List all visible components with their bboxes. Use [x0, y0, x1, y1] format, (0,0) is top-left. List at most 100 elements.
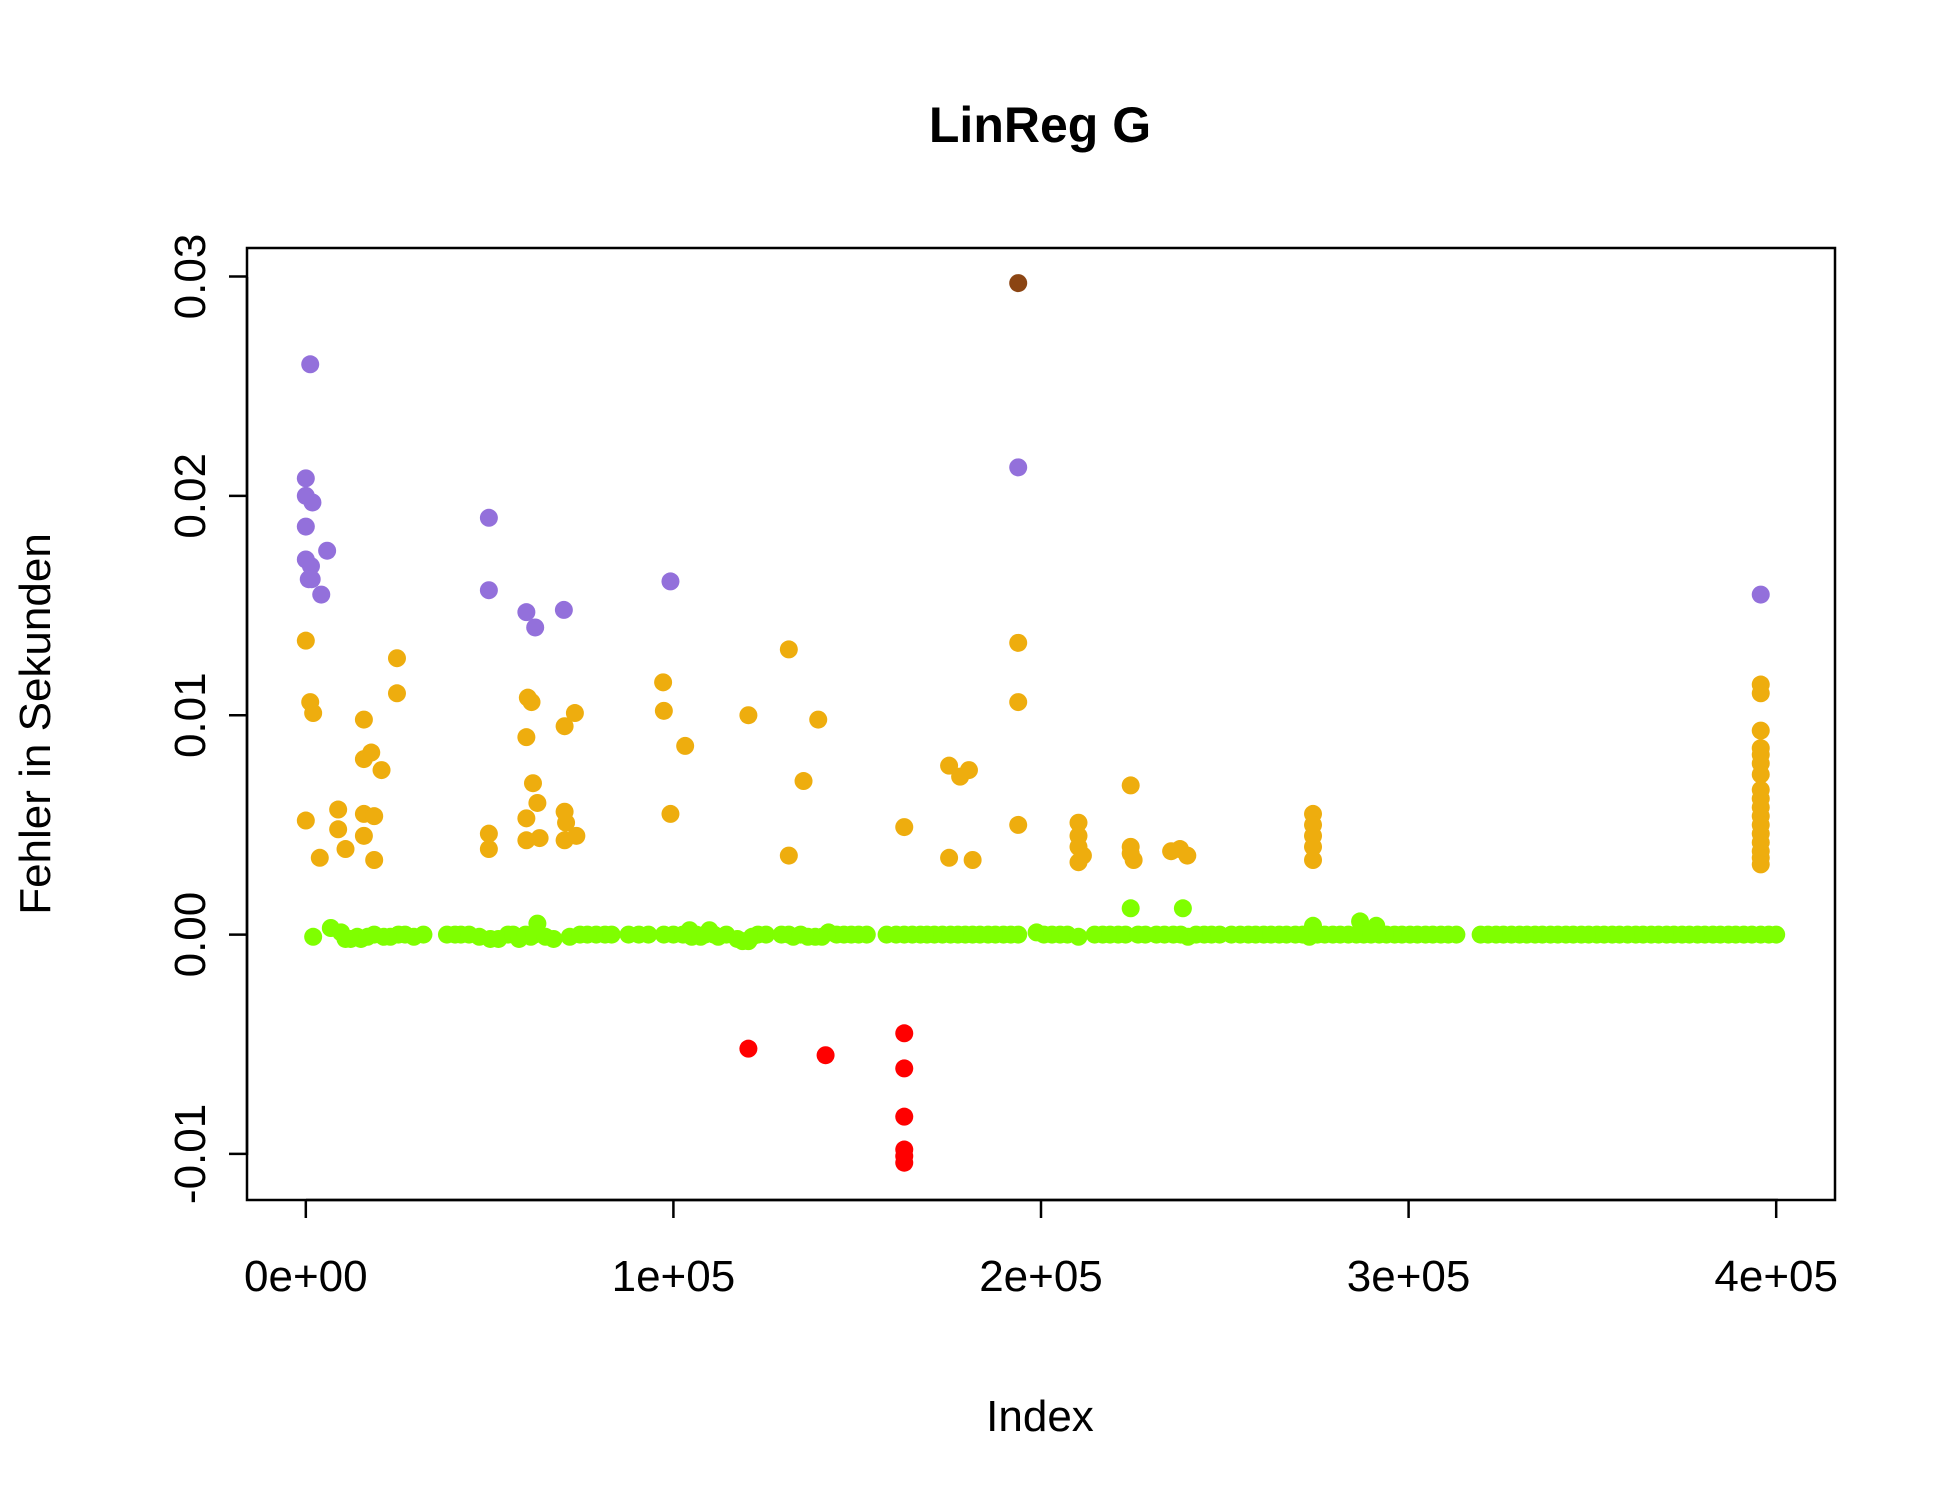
data-point — [654, 673, 673, 692]
data-point — [304, 927, 323, 946]
y-tick-label: -0.01 — [166, 1104, 215, 1204]
data-point — [895, 1059, 914, 1078]
data-point — [329, 800, 348, 819]
data-point — [1178, 846, 1197, 865]
data-point — [1751, 765, 1770, 784]
x-tick-label: 1e+05 — [612, 1252, 736, 1301]
data-point — [661, 804, 680, 823]
data-point — [354, 710, 373, 729]
data-point — [555, 717, 574, 736]
data-point — [479, 840, 498, 859]
x-tick-label: 2e+05 — [979, 1252, 1103, 1301]
data-point — [895, 1153, 914, 1172]
data-point — [387, 649, 406, 668]
data-point — [304, 704, 323, 723]
data-point — [1121, 899, 1140, 918]
x-tick-label: 4e+05 — [1714, 1252, 1838, 1301]
data-point — [1751, 585, 1770, 604]
data-point — [354, 826, 373, 845]
data-point — [479, 508, 498, 527]
data-point — [602, 925, 621, 944]
data-point — [318, 541, 337, 560]
x-axis: 0e+00 1e+05 2e+05 3e+05 4e+05 — [244, 1198, 1838, 1301]
data-point — [517, 809, 536, 828]
data-point — [522, 693, 541, 712]
data-point — [1009, 815, 1028, 834]
y-axis: -0.01 0.00 0.01 0.02 0.03 — [166, 234, 249, 1204]
data-point — [296, 469, 315, 488]
data-point — [1069, 813, 1088, 832]
data-point — [1751, 855, 1770, 874]
data-point — [557, 813, 576, 832]
data-point — [739, 1039, 758, 1058]
data-point — [517, 728, 536, 747]
data-point — [779, 640, 798, 659]
data-point — [523, 774, 542, 793]
data-point — [312, 585, 331, 604]
data-point — [387, 684, 406, 703]
data-point — [857, 925, 876, 944]
data-point — [1124, 851, 1143, 869]
data-point — [654, 701, 673, 720]
plot-frame — [245, 246, 1837, 1202]
y-tick-label: 0.02 — [166, 453, 215, 539]
data-point — [661, 572, 680, 591]
data-point — [296, 811, 315, 830]
y-axis-label: Fehler in Sekunden — [11, 533, 60, 915]
data-point — [362, 743, 381, 762]
data-point — [479, 581, 498, 600]
data-point — [739, 706, 758, 725]
data-point — [1009, 458, 1028, 477]
data-point — [1304, 851, 1323, 869]
data-point — [895, 1107, 914, 1126]
data-point — [296, 517, 315, 536]
data-point — [528, 914, 547, 933]
data-point — [809, 710, 828, 729]
data-point — [302, 570, 321, 589]
data-point — [639, 925, 658, 944]
data-point — [301, 355, 320, 374]
data-point — [310, 848, 329, 867]
data-point — [528, 793, 547, 812]
data-point — [940, 848, 959, 867]
data-point — [816, 1046, 835, 1065]
data-point — [530, 829, 549, 848]
y-tick-label: 0.03 — [166, 234, 215, 320]
data-point — [1121, 776, 1140, 795]
data-point — [1009, 925, 1028, 944]
y-tick-label: 0.00 — [166, 892, 215, 978]
data-point — [895, 1024, 914, 1043]
y-tick-label: 0.01 — [166, 672, 215, 758]
data-point — [1767, 925, 1786, 944]
data-point — [959, 761, 978, 780]
data-point — [1009, 633, 1028, 652]
data-point — [1447, 925, 1466, 944]
data-point — [479, 824, 498, 843]
data-point — [1069, 927, 1088, 946]
data-point — [336, 840, 355, 859]
data-point — [517, 831, 536, 850]
data-point — [567, 826, 586, 845]
data-point — [1751, 684, 1770, 703]
data-point — [303, 493, 322, 512]
data-point — [365, 807, 384, 826]
data-point — [1751, 721, 1770, 740]
data-point — [372, 761, 391, 780]
data-point — [296, 631, 315, 650]
data-point — [940, 756, 959, 775]
data-point — [554, 600, 573, 619]
data-points — [296, 274, 1786, 1172]
data-point — [676, 736, 695, 755]
data-point — [1304, 837, 1323, 856]
data-point — [1116, 925, 1135, 944]
x-axis-label: Index — [986, 1392, 1094, 1441]
data-point — [963, 851, 982, 869]
x-tick-label: 3e+05 — [1347, 1252, 1471, 1301]
data-point — [517, 603, 536, 622]
data-point — [794, 772, 813, 791]
data-point — [544, 929, 563, 948]
data-point — [1009, 693, 1028, 712]
data-point — [526, 618, 545, 637]
data-point — [779, 846, 798, 865]
chart-title: LinReg G — [929, 97, 1151, 153]
